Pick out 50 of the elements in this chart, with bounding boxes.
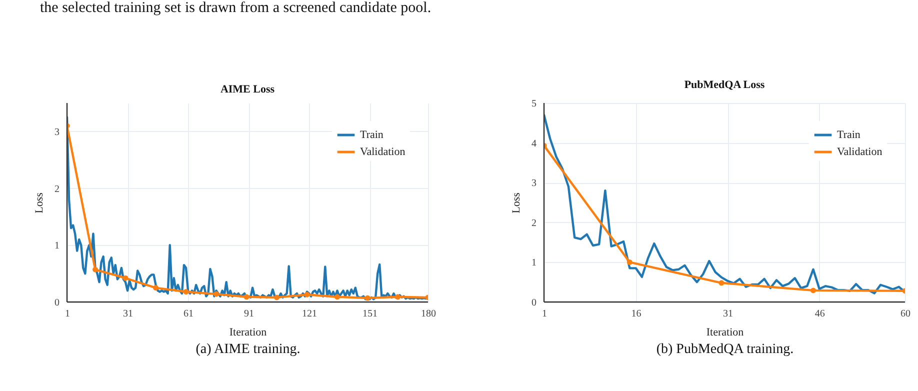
- y-tick-label: 3: [532, 178, 536, 190]
- text: (a) AIME training.: [194, 342, 302, 358]
- point: [810, 288, 816, 294]
- y-tick-label: 0: [532, 298, 536, 308]
- x-tick-label: 121: [302, 308, 318, 320]
- chart-title: AIME Loss: [220, 83, 276, 96]
- x-tick-label: 60: [900, 308, 910, 320]
- x-axis-title: Iteration: [229, 326, 268, 338]
- x-tick-label: 46: [814, 308, 825, 320]
- x-tick-label: 1: [542, 308, 547, 320]
- x-tick-label: 31: [123, 308, 134, 320]
- legend-label: Train: [837, 129, 861, 141]
- x-tick-label: 180: [421, 308, 436, 320]
- legend-label: Validation: [837, 146, 883, 158]
- y-tick-label: 2: [54, 184, 60, 195]
- point: [718, 280, 724, 286]
- line-series: [544, 114, 905, 294]
- point: [153, 285, 158, 291]
- x-tick-label: 151: [362, 308, 378, 320]
- x-tick-label: 61: [184, 308, 194, 320]
- x-tick-label: 31: [723, 308, 734, 320]
- x-axis-title: Iteration: [706, 326, 744, 338]
- chart-title: PubMedQA Loss: [684, 79, 766, 91]
- x-tick-label: 16: [631, 308, 642, 320]
- point: [274, 294, 280, 300]
- y-tick-label: 1: [54, 240, 60, 252]
- legend-label: Validation: [360, 146, 406, 158]
- point: [626, 259, 632, 265]
- y-axis-title: Loss: [510, 192, 522, 214]
- x-tick-label: 1: [65, 308, 70, 320]
- y-tick-label: 1: [532, 258, 536, 269]
- y-tick-label: 2: [532, 218, 536, 229]
- text: (b) PubMedQA training.: [655, 342, 795, 358]
- point: [214, 291, 219, 297]
- text: the selected training set is drawn from a screened candidate pool.: [40, 0, 432, 17]
- y-tick-label: 5: [532, 98, 536, 110]
- point: [334, 294, 340, 300]
- y-axis-title: Loss: [34, 192, 46, 214]
- point: [244, 294, 250, 300]
- point: [122, 275, 128, 281]
- point: [304, 292, 310, 298]
- point: [395, 294, 400, 300]
- legend-label: Train: [360, 129, 384, 141]
- y-tick-label: 0: [54, 298, 60, 308]
- point: [364, 295, 370, 301]
- point: [92, 266, 98, 272]
- y-tick-label: 4: [532, 138, 536, 150]
- point: [183, 289, 189, 294]
- y-tick-label: 3: [54, 126, 60, 138]
- x-tick-label: 91: [244, 308, 254, 320]
